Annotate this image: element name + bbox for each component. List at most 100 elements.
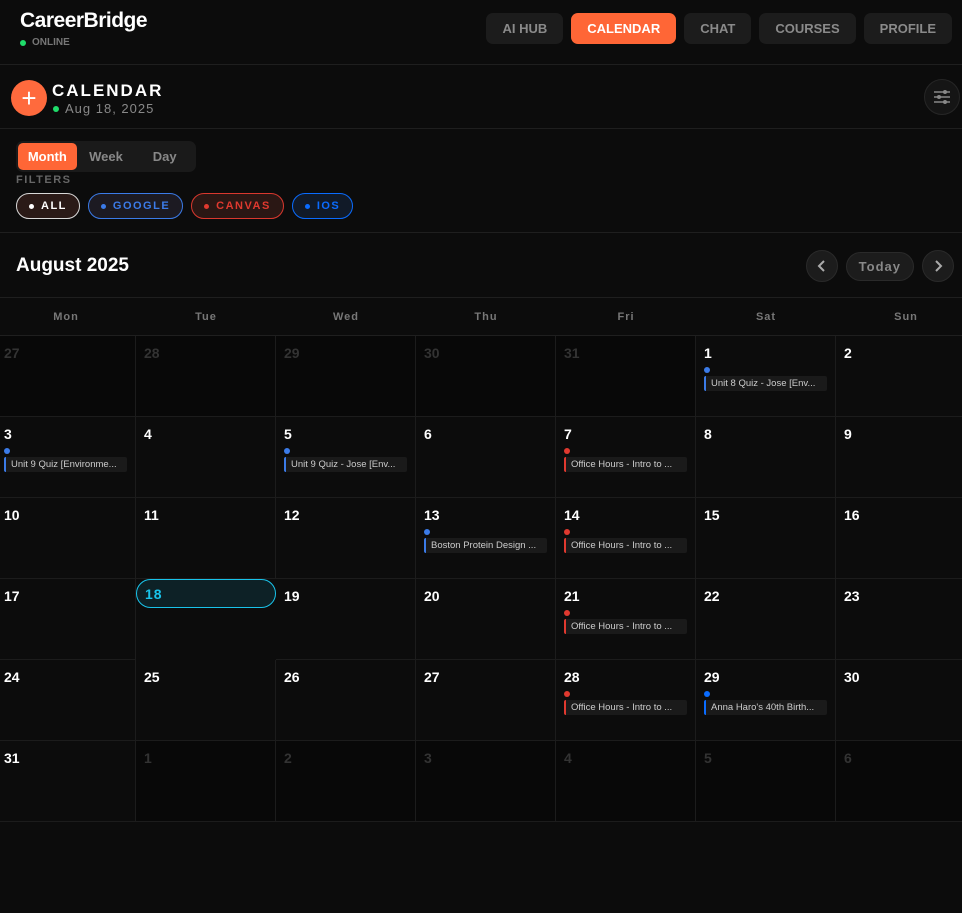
day-cell-today[interactable]: 18 — [136, 579, 276, 608]
view-tab-week[interactable]: Week — [89, 149, 123, 164]
day-number: 15 — [704, 507, 720, 523]
filter-dot-icon — [100, 203, 106, 209]
day-cell[interactable]: 24 — [0, 660, 136, 741]
day-cell[interactable]: 23 — [836, 579, 962, 660]
page-title: CALENDAR — [52, 81, 164, 100]
previous-month-button[interactable] — [805, 250, 838, 282]
plus-icon: + — [21, 83, 37, 113]
day-cell[interactable]: 1 Unit 8 Quiz - Jose [Env... — [696, 336, 836, 417]
event-chip[interactable]: Unit 8 Quiz - Jose [Env... — [704, 376, 827, 391]
day-number: 11 — [144, 507, 159, 523]
day-cell[interactable]: 4 — [556, 741, 696, 822]
day-cell[interactable]: 5 Unit 9 Quiz - Jose [Env... — [276, 417, 416, 498]
day-cell[interactable]: 1 — [136, 741, 276, 822]
day-number: 22 — [704, 588, 720, 604]
filters-label: FILTERS — [16, 174, 72, 186]
day-number: 31 — [564, 345, 580, 361]
day-cell[interactable]: 4 — [136, 417, 276, 498]
day-cell[interactable]: 5 — [696, 741, 836, 822]
online-status: ONLINE — [20, 37, 70, 48]
day-cell[interactable]: 25 — [136, 660, 276, 741]
day-cell[interactable]: 11 — [136, 498, 276, 579]
app-logo: CareerBridge — [20, 9, 148, 32]
day-cell[interactable]: 22 — [696, 579, 836, 660]
week-row: 17 18 19 20 21 Office Hours - Intro to ... 22 2… — [0, 579, 962, 660]
day-cell[interactable]: 30 — [836, 660, 962, 741]
day-cell[interactable]: 15 — [696, 498, 836, 579]
day-cell[interactable]: 29 — [276, 336, 416, 417]
day-cell[interactable]: 9 — [836, 417, 962, 498]
day-cell[interactable]: 20 — [416, 579, 556, 660]
event-chip[interactable]: Unit 9 Quiz - Jose [Env... — [284, 457, 407, 472]
day-cell[interactable]: 19 — [276, 579, 416, 660]
day-cell[interactable]: 27 — [416, 660, 556, 741]
day-number: 18 — [145, 585, 163, 602]
filter-chip-ios[interactable]: IOS — [291, 193, 354, 219]
today-button[interactable]: Today — [845, 251, 914, 281]
day-cell[interactable]: 2 — [276, 741, 416, 822]
main-nav: AI HUB CALENDAR CHAT COURSES PROFILE — [486, 13, 952, 44]
day-cell[interactable]: 26 — [276, 660, 416, 741]
filter-chip-google[interactable]: GOOGLE — [87, 193, 184, 219]
day-cell[interactable]: 12 — [276, 498, 416, 579]
day-cell[interactable]: 14 Office Hours - Intro to ... — [556, 498, 696, 579]
event-dot-icon — [564, 691, 570, 697]
day-number: 4 — [144, 426, 152, 442]
nav-chat[interactable]: CHAT — [684, 13, 752, 44]
day-cell[interactable]: 17 — [0, 579, 136, 660]
event-chip[interactable]: Office Hours - Intro to ... — [564, 619, 687, 634]
nav-ai-hub[interactable]: AI HUB — [486, 13, 564, 44]
day-cell[interactable]: 16 — [836, 498, 962, 579]
settings-button[interactable] — [924, 79, 960, 115]
nav-profile[interactable]: PROFILE — [863, 13, 952, 44]
top-bar: CareerBridge ONLINE AI HUB CALENDAR CHAT CO… — [0, 0, 962, 65]
day-cell[interactable]: 8 — [696, 417, 836, 498]
day-number: 29 — [704, 669, 720, 685]
event-chip[interactable]: Office Hours - Intro to ... — [564, 457, 687, 472]
day-cell[interactable]: 21 Office Hours - Intro to ... — [556, 579, 696, 660]
weekday-label: Thu — [474, 311, 498, 323]
nav-courses[interactable]: COURSES — [759, 13, 856, 44]
weekday-label: Wed — [332, 311, 360, 323]
day-number: 10 — [4, 507, 20, 523]
calendar-controls: Month Week Day FILTERS ALL GOOGLE CANVAS IOS — [0, 129, 962, 233]
day-cell[interactable]: 3 — [416, 741, 556, 822]
day-cell[interactable]: 13 Boston Protein Design ... — [416, 498, 556, 579]
day-number: 3 — [4, 426, 12, 442]
view-tab-day[interactable]: Day — [152, 149, 177, 164]
day-number: 6 — [844, 750, 852, 766]
view-tab-month[interactable]: Month — [18, 143, 77, 170]
nav-calendar[interactable]: CALENDAR — [571, 13, 677, 44]
day-cell[interactable]: 29 Anna Haro's 40th Birth... — [696, 660, 836, 741]
event-chip[interactable]: Office Hours - Intro to ... — [564, 538, 687, 553]
add-event-button[interactable]: + — [11, 80, 47, 116]
day-cell[interactable]: 3 Unit 9 Quiz [Environme... — [0, 417, 136, 498]
day-cell[interactable]: 28 Office Hours - Intro to ... — [556, 660, 696, 741]
day-number: 2 — [844, 345, 852, 361]
next-month-button[interactable] — [922, 250, 954, 282]
day-cell[interactable]: 6 — [416, 417, 556, 498]
day-cell[interactable]: 27 — [0, 336, 136, 417]
filter-chip-all[interactable]: ALL — [16, 193, 80, 219]
event-dot-icon — [564, 610, 570, 616]
event-chip[interactable]: Boston Protein Design ... — [424, 538, 547, 553]
day-number: 3 — [424, 750, 432, 766]
day-cell[interactable]: 31 — [0, 741, 136, 822]
day-cell[interactable]: 30 — [416, 336, 556, 417]
event-dot-icon — [424, 529, 430, 535]
day-number: 12 — [284, 507, 300, 523]
day-cell[interactable]: 31 — [556, 336, 696, 417]
weekday-label: Sun — [894, 311, 918, 323]
day-cell[interactable]: 10 — [0, 498, 136, 579]
day-number: 28 — [144, 345, 160, 361]
event-dot-icon — [704, 691, 710, 697]
filter-chip-canvas[interactable]: CANVAS — [191, 193, 284, 219]
calendar-header: + CALENDAR Aug 18, 2025 — [0, 65, 962, 129]
day-cell[interactable]: 6 — [836, 741, 962, 822]
event-chip[interactable]: Anna Haro's 40th Birth... — [704, 700, 827, 715]
day-cell[interactable]: 2 — [836, 336, 962, 417]
day-cell[interactable]: 7 Office Hours - Intro to ... — [556, 417, 696, 498]
event-chip[interactable]: Unit 9 Quiz [Environme... — [4, 457, 127, 472]
event-chip[interactable]: Office Hours - Intro to ... — [564, 700, 687, 715]
day-cell[interactable]: 28 — [136, 336, 276, 417]
